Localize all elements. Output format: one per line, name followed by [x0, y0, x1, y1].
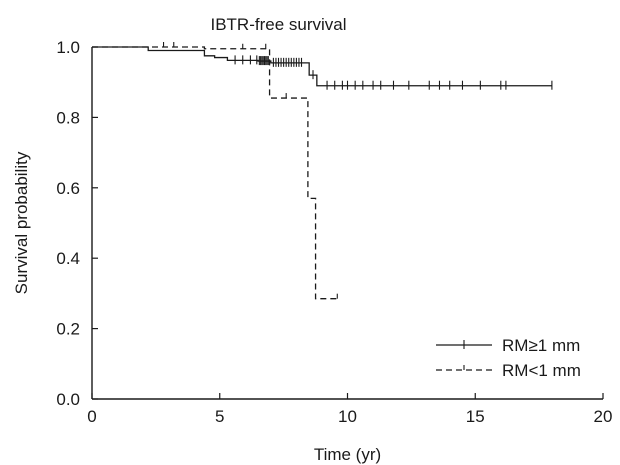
x-tick-label: 5: [215, 407, 224, 426]
legend-item-rm-lt-1mm: RM<1 mm: [436, 361, 581, 380]
series-rm-ge-1mm: [92, 46, 553, 90]
survival-curve: [92, 46, 552, 87]
chart-title: IBTR-free survival: [210, 15, 346, 34]
x-tick-label: 15: [466, 407, 485, 426]
x-tick-label: 20: [594, 407, 613, 426]
x-tick-label: 0: [87, 407, 96, 426]
legend-label-rm-lt-1mm: RM<1 mm: [502, 361, 581, 380]
x-tick-label: 10: [338, 407, 357, 426]
legend-label-rm-ge-1mm: RM≥1 mm: [502, 336, 580, 355]
legend: RM≥1 mm RM<1 mm: [436, 336, 581, 380]
legend-item-rm-ge-1mm: RM≥1 mm: [436, 336, 580, 355]
y-tick-label: 0.8: [56, 108, 80, 127]
series-rm-lt-1mm: [92, 42, 338, 300]
y-tick-label: 0.0: [56, 390, 80, 409]
x-axis-label: Time (yr): [314, 445, 381, 464]
plot-area: [92, 42, 553, 300]
y-tick-label: 0.4: [56, 249, 80, 268]
y-axis-label: Survival probability: [12, 151, 31, 294]
y-tick-label: 0.6: [56, 179, 80, 198]
y-tick-label: 1.0: [56, 38, 80, 57]
y-tick-label: 0.2: [56, 320, 80, 339]
axes: 0 5 10 15 20 0.0 0.2 0.4 0.6 0.8 1.0: [56, 38, 612, 426]
survival-curve: [92, 46, 338, 300]
